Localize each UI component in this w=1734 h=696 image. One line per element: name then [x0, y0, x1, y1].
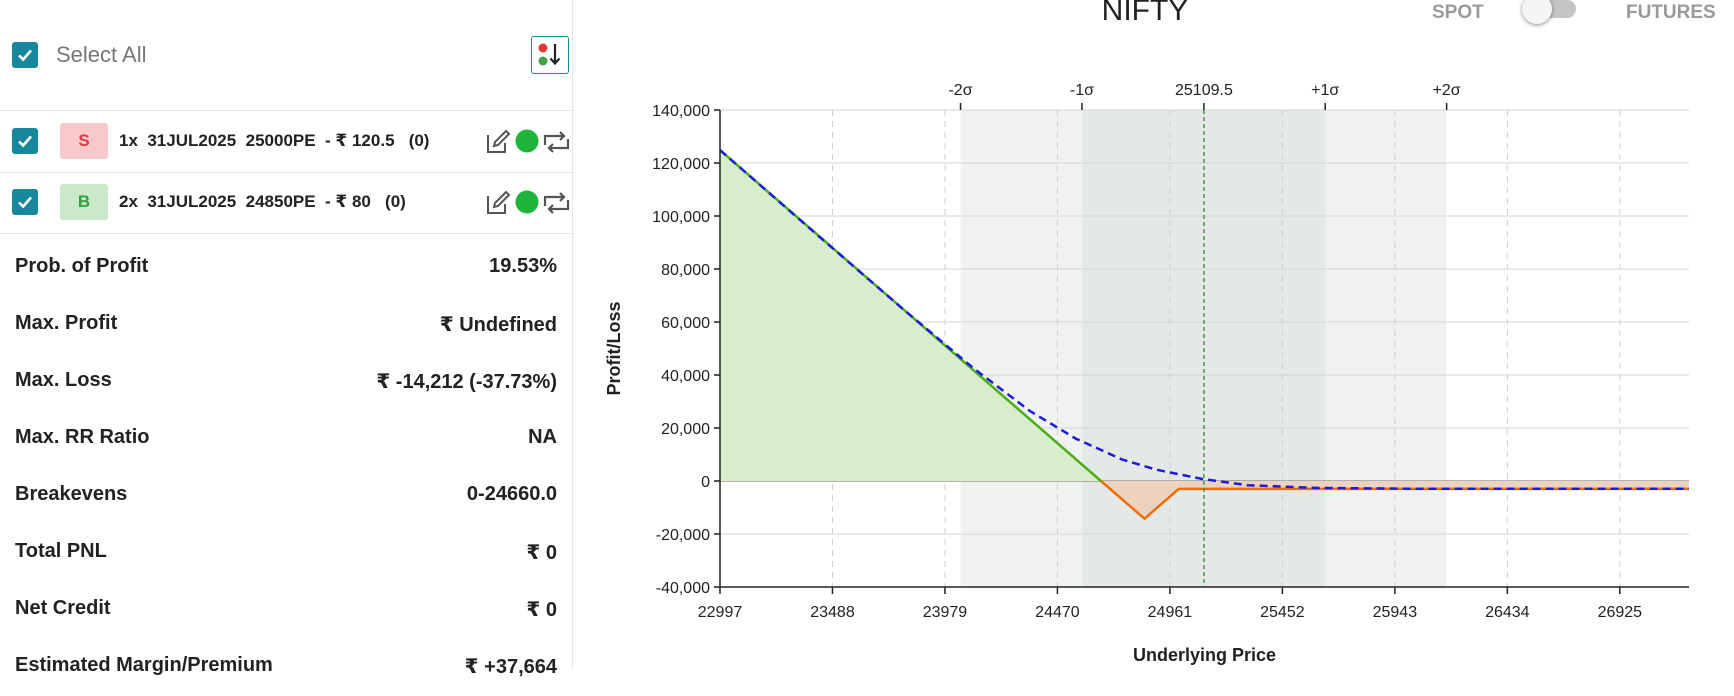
y-tick-label: 120,000: [652, 156, 710, 173]
stat-row: Max. Loss ₹ -14,212 (-37.73%): [0, 354, 572, 411]
leg-actions: [485, 127, 571, 155]
select-all-checkbox[interactable]: [12, 42, 38, 68]
checkbox-checked-icon: [18, 49, 32, 62]
stat-label: Estimated Margin/Premium: [15, 654, 273, 676]
spot-price-label: 25109.5: [1175, 82, 1233, 99]
payoff-chart: -2σ -1σ +1σ +2σ 25109.5 -40,000 -20,000 0 20,000…: [604, 82, 1690, 665]
stat-label: Net Credit: [15, 597, 111, 619]
sigma-label: -1σ: [1070, 82, 1094, 99]
target-payoff-line: [719, 149, 1690, 491]
y-tick-label: 0: [701, 474, 710, 491]
stat-label: Max. Profit: [15, 312, 118, 334]
stat-label: Max. Loss: [15, 369, 112, 391]
x-tick-label: 26434: [1485, 604, 1530, 621]
select-all-label: Select All: [56, 42, 147, 67]
stat-label: Max. RR Ratio: [15, 426, 150, 448]
stat-row: Prob. of Profit 19.53%: [0, 240, 572, 297]
x-tick-label: 24470: [1035, 604, 1080, 621]
profit-area: [720, 150, 1101, 481]
checkbox-checked-icon: [18, 135, 32, 148]
stat-label: Total PNL: [15, 540, 107, 562]
leg-description: 2x 31JUL2025 24850PE - ₹ 80 (0): [119, 192, 406, 211]
sort-button[interactable]: [531, 36, 569, 74]
leg-description: 1x 31JUL2025 25000PE - ₹ 120.5 (0): [119, 131, 430, 150]
edit-icon[interactable]: [487, 190, 511, 214]
sigma-label: +2σ: [1433, 82, 1461, 99]
x-tick-label: 25452: [1260, 604, 1305, 621]
edit-icon[interactable]: [487, 129, 511, 153]
stat-row: Total PNL ₹ 0: [0, 525, 572, 582]
stat-value: ₹ Undefined: [439, 314, 557, 336]
checkbox-checked-icon: [18, 196, 32, 209]
stat-row: Max. RR Ratio NA: [0, 411, 572, 468]
stat-label: Breakevens: [15, 483, 128, 505]
leg-row[interactable]: B 2x 31JUL2025 24850PE - ₹ 80 (0): [0, 172, 572, 234]
stat-label: Prob. of Profit: [15, 255, 149, 277]
leg-row[interactable]: S 1x 31JUL2025 25000PE - ₹ 120.5 (0): [0, 111, 572, 173]
x-tick-label: 23488: [810, 604, 855, 621]
leg-checkbox[interactable]: [12, 128, 38, 154]
chart-title: NIFTY: [1101, 0, 1189, 27]
x-axis-label: Underlying Price: [1133, 645, 1276, 665]
live-dot-icon: [515, 129, 539, 153]
y-tick-label: 60,000: [661, 315, 710, 332]
stat-row: Max. Profit ₹ Undefined: [0, 297, 572, 354]
x-tick-label: 25943: [1373, 604, 1418, 621]
y-tick-label: -20,000: [656, 527, 710, 544]
strategy-stats: Prob. of Profit 19.53% Max. Profit ₹ Undef…: [0, 240, 572, 696]
buy-badge[interactable]: B: [60, 184, 108, 220]
y-axis-label: Profit/Loss: [604, 301, 624, 395]
stat-value: ₹ 0: [526, 599, 557, 621]
stat-value: NA: [528, 426, 557, 448]
sell-badge[interactable]: S: [60, 123, 108, 159]
stat-row: Breakevens 0-24660.0: [0, 468, 572, 525]
futures-label[interactable]: FUTURES: [1626, 2, 1716, 23]
leg-actions: [485, 188, 571, 216]
y-tick-label: 140,000: [652, 103, 710, 120]
y-tick-label: 40,000: [661, 368, 710, 385]
y-tick-label: 20,000: [661, 421, 710, 438]
live-dot-icon: [515, 190, 539, 214]
x-tick-label: 24961: [1148, 604, 1193, 621]
stat-value: ₹ 0: [526, 542, 557, 564]
toggle-knob[interactable]: [1522, 0, 1552, 24]
select-all-row[interactable]: Select All: [0, 0, 572, 111]
y-tick-label: -40,000: [656, 580, 710, 597]
stat-value: ₹ -14,212 (-37.73%): [376, 371, 557, 393]
sigma-label: -2σ: [948, 82, 972, 99]
y-tick-label: 80,000: [661, 262, 710, 279]
stat-value: ₹ +37,664: [464, 656, 557, 678]
x-tick-label: 26925: [1598, 604, 1643, 621]
x-tick-label: 22997: [698, 604, 743, 621]
sort-icon: [538, 43, 561, 66]
leg-checkbox[interactable]: [12, 189, 38, 215]
spot-label[interactable]: SPOT: [1432, 2, 1484, 23]
swap-icon[interactable]: [543, 131, 570, 153]
stat-value: 19.53%: [489, 255, 557, 277]
spot-futures-toggle[interactable]: [1522, 0, 1578, 24]
strategy-legs-panel: Select All S 1x 31JUL2025 25000PE - ₹ 12…: [0, 0, 573, 678]
sigma-label: +1σ: [1311, 82, 1339, 99]
x-tick-label: 23979: [923, 604, 968, 621]
stat-row: Net Credit ₹ 0: [0, 582, 572, 639]
stat-row: Estimated Margin/Premium ₹ +37,664: [0, 639, 572, 696]
y-tick-label: 100,000: [652, 209, 710, 226]
stat-value: 0-24660.0: [466, 483, 557, 505]
swap-icon[interactable]: [543, 192, 570, 214]
